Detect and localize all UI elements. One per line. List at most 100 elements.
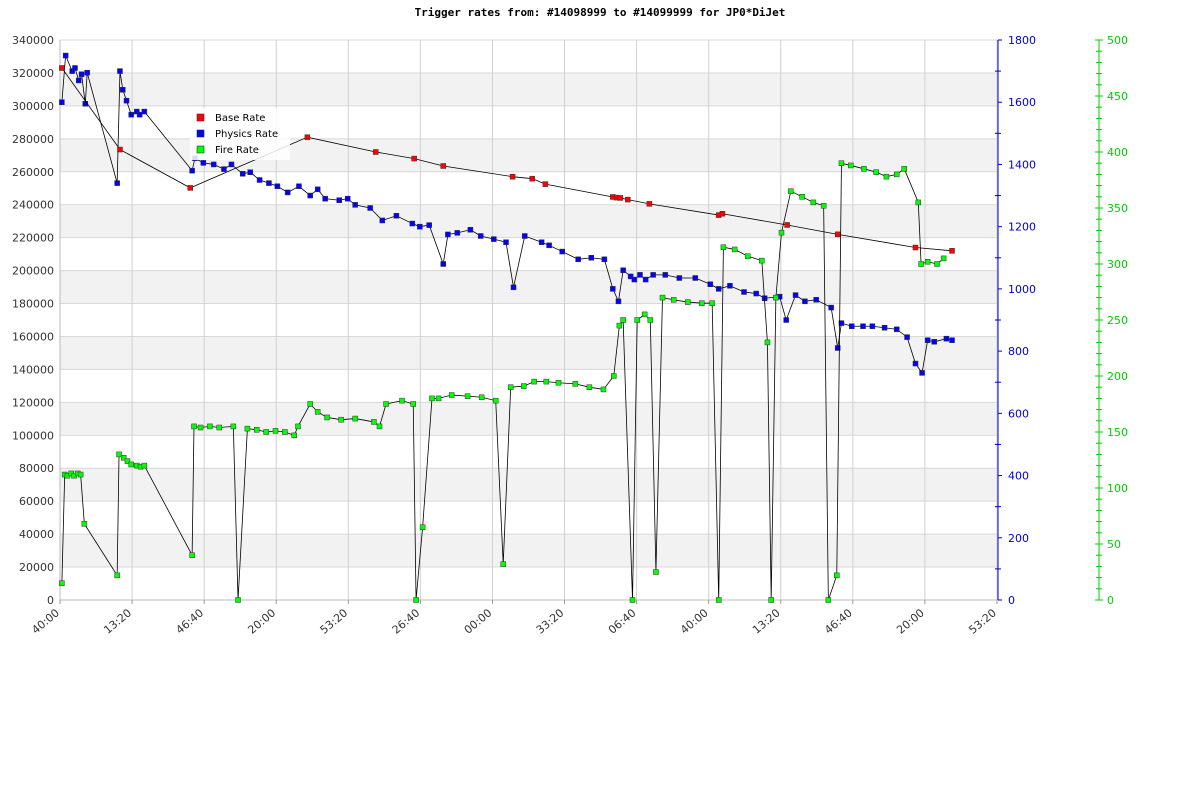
data-point <box>124 458 131 464</box>
data-point <box>559 248 565 255</box>
data-point <box>601 256 608 263</box>
data-point <box>239 171 246 177</box>
data-point <box>653 569 659 575</box>
series-fire-rate <box>59 160 947 603</box>
data-point <box>869 323 876 329</box>
data-point <box>282 429 288 435</box>
data-point <box>575 256 581 263</box>
data-point <box>834 345 841 351</box>
x-tick-label: 46:40 <box>822 606 855 636</box>
data-point <box>834 231 841 238</box>
data-point <box>893 326 900 333</box>
right-axis-2-tick-label: 0 <box>1107 594 1114 607</box>
data-point <box>709 300 715 306</box>
data-point <box>352 202 358 208</box>
legend-box <box>190 108 290 160</box>
data-point <box>620 317 626 323</box>
data-point <box>247 169 253 175</box>
data-point <box>393 213 400 219</box>
data-point <box>256 177 263 183</box>
data-point <box>296 183 302 189</box>
left-tick-label: 260000 <box>12 166 54 179</box>
data-point <box>120 87 126 93</box>
x-tick-label: 20:00 <box>894 606 927 636</box>
data-point <box>670 297 677 303</box>
data-point <box>322 195 328 202</box>
data-point <box>600 386 607 393</box>
data-point <box>555 379 562 386</box>
data-point <box>59 65 65 71</box>
data-point <box>572 381 579 387</box>
data-point <box>707 281 714 287</box>
data-point <box>492 397 499 404</box>
grid-band <box>60 204 997 238</box>
data-point <box>411 155 417 162</box>
data-point <box>509 173 516 180</box>
data-point <box>731 246 738 253</box>
right-axis-2-tick-label: 350 <box>1107 202 1128 215</box>
right-axis-2-tick-label: 250 <box>1107 314 1128 327</box>
data-point <box>69 68 75 74</box>
data-point <box>647 317 654 323</box>
data-point <box>627 273 634 280</box>
grid-band <box>60 336 997 370</box>
left-tick-label: 60000 <box>19 495 54 508</box>
data-point <box>802 298 808 305</box>
data-point <box>478 394 485 401</box>
legend: Base Rate Physics Rate Fire Rate <box>190 108 290 160</box>
x-tick-label: 00:00 <box>462 606 495 636</box>
data-point <box>588 255 595 261</box>
data-point <box>813 297 819 303</box>
data-point <box>924 337 931 343</box>
series-base-rate <box>59 65 955 254</box>
data-point <box>399 397 405 404</box>
data-point <box>134 108 140 115</box>
right-axis-1-tick-label: 1800 <box>1008 34 1036 47</box>
data-point <box>919 370 925 376</box>
data-point <box>778 229 785 236</box>
data-point <box>467 227 474 233</box>
data-point <box>263 429 269 435</box>
data-point <box>210 161 217 168</box>
data-point <box>522 233 528 239</box>
data-point <box>741 289 747 295</box>
data-point <box>883 173 890 180</box>
data-point <box>834 572 840 579</box>
data-point <box>371 419 377 425</box>
data-point <box>123 97 130 104</box>
data-point <box>768 597 774 603</box>
data-point <box>838 160 845 166</box>
right-axis-2-tick-label: 50 <box>1107 538 1121 551</box>
x-tick-label: 46:40 <box>173 606 206 636</box>
data-point <box>820 203 827 209</box>
data-point <box>753 290 759 297</box>
data-point <box>849 323 855 329</box>
right-axis-2-tick-label: 300 <box>1107 258 1128 271</box>
data-point <box>931 339 937 345</box>
right-axis-1-tick-label: 600 <box>1008 407 1029 420</box>
x-tick-label: 40:00 <box>29 606 62 636</box>
data-point <box>646 201 653 207</box>
grid-band <box>60 402 997 436</box>
right-axis-1-tick-label: 1600 <box>1008 96 1036 109</box>
data-point <box>336 197 342 203</box>
data-point <box>410 401 416 407</box>
data-point <box>367 205 373 211</box>
data-point <box>503 239 509 245</box>
data-point <box>912 244 919 251</box>
data-point <box>838 320 845 326</box>
data-point <box>477 233 484 239</box>
data-point <box>72 65 78 71</box>
data-point <box>344 195 351 202</box>
right-axis-2-tick-label: 200 <box>1107 370 1128 383</box>
left-tick-label: 160000 <box>12 330 54 343</box>
data-point <box>949 248 955 254</box>
data-point <box>314 409 321 415</box>
data-point <box>117 68 123 74</box>
data-point <box>307 192 313 199</box>
data-point <box>918 261 924 267</box>
data-point <box>128 111 134 118</box>
data-point <box>120 455 127 461</box>
series-physics-rate <box>59 52 955 376</box>
data-point <box>230 423 237 430</box>
